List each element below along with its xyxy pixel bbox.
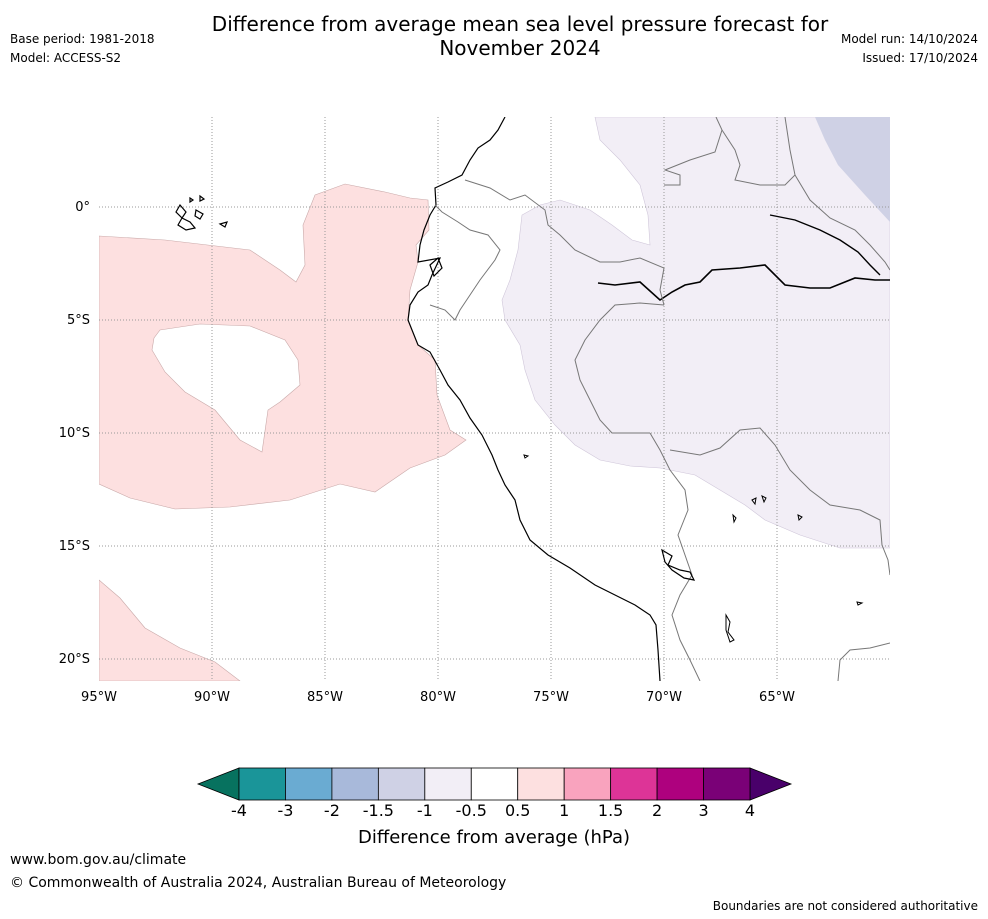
colorbar-tick-label: 4 bbox=[745, 801, 755, 820]
colorbar-segments bbox=[238, 767, 751, 801]
colorbar-tick-label: 1.5 bbox=[598, 801, 623, 820]
chart-title: Difference from average mean sea level p… bbox=[140, 12, 900, 60]
colorbar-segment bbox=[563, 767, 612, 801]
colorbar-tick-label: 1 bbox=[559, 801, 569, 820]
website-link[interactable]: www.bom.gov.au/climate bbox=[10, 852, 187, 868]
colorbar-tick-label: 0.5 bbox=[505, 801, 530, 820]
meta-left: Base period: 1981-2018 Model: ACCESS-S2 bbox=[10, 30, 155, 68]
colorbar-segment bbox=[703, 767, 751, 801]
disclaimer-text: Boundaries are not considered authoritat… bbox=[712, 899, 978, 913]
colorbar-segment bbox=[470, 767, 519, 801]
lon-label: 80°W bbox=[420, 690, 456, 705]
colorbar-tick-label: -3 bbox=[277, 801, 293, 820]
lat-label: 0° bbox=[75, 200, 90, 215]
lat-label: 20°S bbox=[59, 652, 90, 667]
title-line-2: November 2024 bbox=[439, 36, 601, 60]
lon-label: 95°W bbox=[81, 690, 117, 705]
meta-right: Model run: 14/10/2024 Issued: 17/10/2024 bbox=[841, 30, 978, 68]
colorbar-low-arrow bbox=[196, 767, 240, 801]
coastline-gulf bbox=[429, 256, 443, 278]
colorbar-tick-label: -4 bbox=[231, 801, 247, 820]
positive-anomaly-region bbox=[99, 183, 467, 510]
lon-label: 90°W bbox=[194, 690, 230, 705]
lake-titicaca bbox=[661, 548, 696, 581]
colorbar-tick-label: -0.5 bbox=[456, 801, 487, 820]
colorbar-segment bbox=[285, 767, 333, 801]
negative-anomaly-region bbox=[501, 117, 890, 549]
lon-label: 75°W bbox=[533, 690, 569, 705]
colorbar-title: Difference from average (hPa) bbox=[358, 827, 630, 848]
small-lakes bbox=[523, 454, 864, 643]
colorbar-tick-label: 3 bbox=[698, 801, 708, 820]
colorbar-segment bbox=[424, 767, 472, 801]
colorbar-segment bbox=[377, 767, 426, 801]
longitude-labels: 95°W 90°W 85°W 80°W 75°W 70°W 65°W bbox=[81, 690, 795, 705]
model-name: Model: ACCESS-S2 bbox=[10, 51, 122, 65]
colorbar-tick-labels: -4 -3 -2 -1.5 -1 -0.5 0.5 1 1.5 2 3 4 bbox=[231, 801, 755, 820]
lat-label: 10°S bbox=[59, 426, 90, 441]
colorbar-segment bbox=[656, 767, 704, 801]
amazon-river bbox=[597, 264, 890, 302]
positive-anomaly-region-south bbox=[99, 579, 241, 681]
lon-label: 65°W bbox=[759, 690, 795, 705]
coastline bbox=[407, 117, 661, 681]
graticule bbox=[99, 117, 890, 681]
base-period: Base period: 1981-2018 bbox=[10, 32, 155, 46]
colorbar-tick-label: -1.5 bbox=[363, 801, 394, 820]
map-area bbox=[99, 117, 890, 681]
lat-label: 15°S bbox=[59, 539, 90, 554]
colorbar-segment bbox=[331, 767, 379, 801]
colorbar-segment bbox=[238, 767, 286, 801]
issued-date: Issued: 17/10/2024 bbox=[862, 51, 978, 65]
lon-label: 85°W bbox=[307, 690, 343, 705]
lon-label: 70°W bbox=[646, 690, 682, 705]
colorbar-tick-label: -1 bbox=[417, 801, 433, 820]
colorbar-segment bbox=[610, 767, 658, 801]
galapagos-islands bbox=[175, 194, 229, 231]
country-borders bbox=[429, 117, 890, 681]
lat-label: 5°S bbox=[67, 313, 90, 328]
copyright-text: © Commonwealth of Australia 2024, Austra… bbox=[10, 875, 507, 891]
colorbar-segment bbox=[517, 767, 565, 801]
negro-river bbox=[769, 214, 881, 276]
colorbar-tick-label: 2 bbox=[652, 801, 662, 820]
title-line-1: Difference from average mean sea level p… bbox=[211, 12, 829, 36]
model-run: Model run: 14/10/2024 bbox=[840, 32, 978, 46]
colorbar-tick-label: -2 bbox=[324, 801, 340, 820]
latitude-labels: 0° 5°S 10°S 15°S 20°S bbox=[59, 200, 90, 667]
colorbar-high-arrow bbox=[749, 767, 793, 801]
negative-anomaly-region-medium bbox=[815, 117, 890, 222]
colorbar: -4 -3 -2 -1.5 -1 -0.5 0.5 1 1.5 2 3 4 Difference fr… bbox=[196, 767, 793, 848]
